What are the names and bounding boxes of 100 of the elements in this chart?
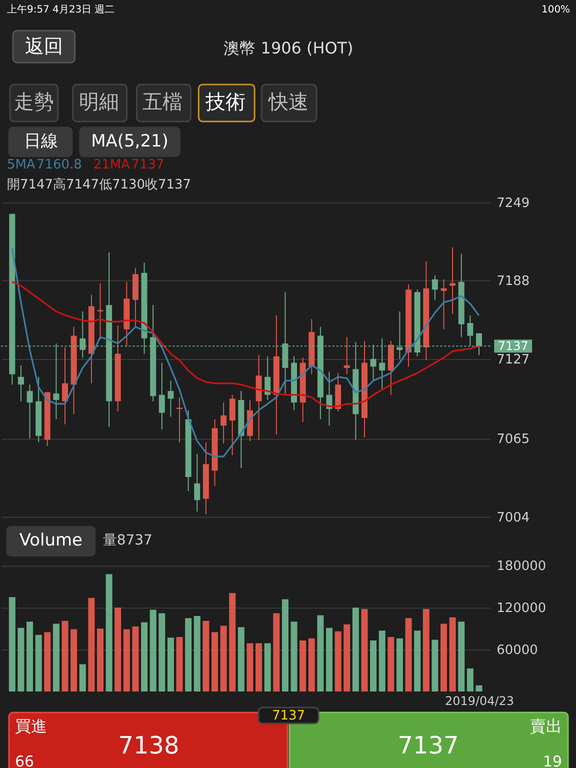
bar xyxy=(388,636,394,692)
text: 日線 xyxy=(24,131,58,152)
text: 5MA xyxy=(6,157,36,172)
bar xyxy=(334,631,342,692)
bar xyxy=(432,640,438,692)
text: MA(5,21) xyxy=(91,131,168,152)
bar xyxy=(150,610,156,692)
candlestick xyxy=(440,278,447,330)
text: 7137 xyxy=(398,731,459,760)
bar xyxy=(378,630,386,692)
bar xyxy=(238,627,244,692)
bar xyxy=(317,615,324,692)
bar xyxy=(282,599,288,692)
bar xyxy=(123,629,130,692)
text: 上午9:57 4月23日 週二 xyxy=(6,4,115,16)
candlestick xyxy=(176,396,183,443)
y-tick-label: 60000 xyxy=(496,643,538,658)
text: 7138 xyxy=(118,731,180,760)
text: 開7147高7147低7130收7137 xyxy=(6,176,192,192)
bar xyxy=(132,626,139,692)
bar xyxy=(466,668,474,692)
bar xyxy=(70,629,78,692)
text: 21MA xyxy=(93,157,130,172)
bar xyxy=(246,643,254,692)
candlestick xyxy=(194,453,200,512)
bar xyxy=(88,598,95,692)
bar xyxy=(114,608,122,692)
line-series xyxy=(11,248,480,458)
bar xyxy=(141,622,148,692)
bar xyxy=(344,624,350,692)
candlestick xyxy=(220,402,227,444)
chart-title: 澳幣 1906 (HOT) xyxy=(224,38,354,58)
bar xyxy=(458,622,465,692)
bar xyxy=(229,592,236,692)
ref-line-label: 7137 xyxy=(498,339,528,354)
text: 7137 xyxy=(131,157,164,172)
bar xyxy=(220,626,227,692)
bar xyxy=(202,620,210,692)
candlestick xyxy=(158,362,165,430)
bar xyxy=(212,632,218,692)
bar xyxy=(96,628,104,692)
text: 快速 xyxy=(268,89,308,114)
bar xyxy=(158,613,166,692)
bar xyxy=(185,618,192,692)
bar xyxy=(449,617,456,692)
bar xyxy=(300,640,306,692)
text: 返回 xyxy=(24,36,63,58)
candlestick xyxy=(97,282,104,340)
bar xyxy=(79,664,86,692)
bar xyxy=(290,622,298,692)
bar xyxy=(422,609,430,692)
candlestick xyxy=(229,394,236,456)
text: 技術 xyxy=(204,89,246,114)
candlestick xyxy=(264,356,271,400)
bar xyxy=(352,608,359,692)
bar xyxy=(370,640,377,692)
bar xyxy=(396,638,403,692)
bar xyxy=(167,638,174,692)
bar xyxy=(440,624,448,692)
candlestick xyxy=(18,364,24,402)
bar xyxy=(8,597,16,692)
bar xyxy=(361,609,368,692)
bar xyxy=(194,616,200,692)
y-tick-label: 120000 xyxy=(496,601,546,616)
bar xyxy=(273,613,280,692)
text: 五檔 xyxy=(142,89,183,114)
bar xyxy=(405,618,412,692)
y-tick-label: 7004 xyxy=(496,510,530,526)
text: 走勢 xyxy=(14,89,54,114)
y-tick-label: 7065 xyxy=(496,432,530,447)
x-tick-label: 2019/04/23 xyxy=(445,694,514,708)
bar xyxy=(18,628,24,692)
text: 7160.8 xyxy=(36,157,82,172)
text: 買進 xyxy=(14,716,47,736)
bar xyxy=(308,638,315,692)
text: 66 xyxy=(14,752,34,768)
bar xyxy=(326,628,332,692)
y-tick-label: 7127 xyxy=(496,352,530,368)
candlestick xyxy=(26,384,33,439)
bar xyxy=(106,574,112,692)
candlestick xyxy=(62,346,68,425)
text: 7137 xyxy=(272,708,306,724)
y-tick-label: 180000 xyxy=(496,559,546,574)
bar xyxy=(476,685,482,692)
bar xyxy=(26,622,34,692)
bar xyxy=(44,632,51,692)
text: 明細 xyxy=(78,89,119,114)
text: 100% xyxy=(542,4,570,16)
bar xyxy=(62,620,68,692)
y-tick-label: 7188 xyxy=(496,274,530,290)
bar xyxy=(176,636,183,692)
bar xyxy=(414,630,421,692)
text: 賣出 xyxy=(530,716,562,736)
chart-title: Volume xyxy=(19,530,82,551)
text: 19 xyxy=(542,752,562,768)
chart-subtitle: 量8737 xyxy=(102,532,152,549)
y-tick-label: 7249 xyxy=(496,196,530,211)
bar xyxy=(35,634,42,692)
candlestick xyxy=(344,336,350,375)
candlestick xyxy=(432,274,438,300)
